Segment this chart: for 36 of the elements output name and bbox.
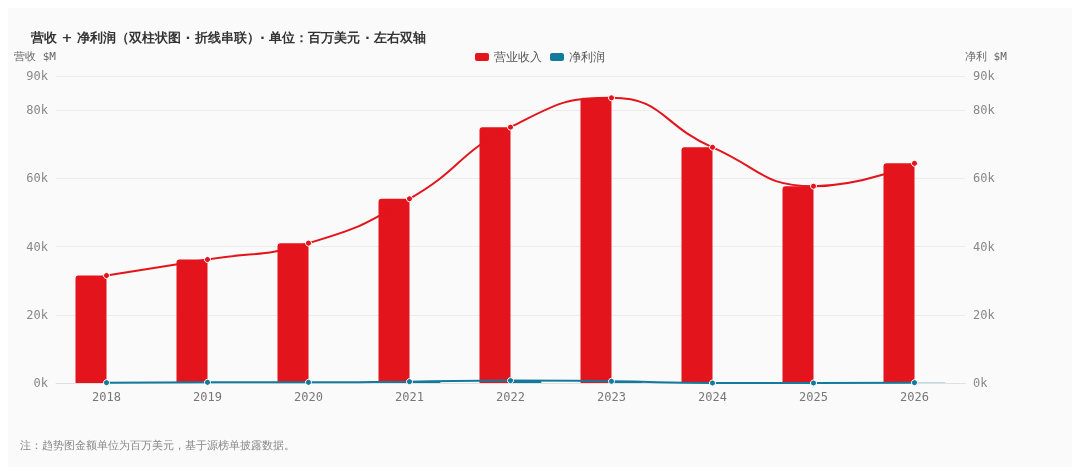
legend-label: 净利润 [569,50,605,64]
x-tick-label: 2023 [597,390,626,404]
y-axis-title: 营收 $M [14,50,57,63]
point [810,182,817,190]
y-tick-label: 60k [26,171,49,186]
y-tick-label: 80k [26,103,49,118]
x-tick-label: 2018 [92,390,121,404]
point [406,195,413,203]
point [507,123,514,131]
x-tick-label: 2020 [294,390,323,404]
legend-label: 营业收入 [494,50,542,64]
x-tick-label: 2024 [698,390,727,404]
y2-tick-label: 90k [973,69,996,83]
y-tick-label: 90k [26,69,49,83]
y2-tick-label: 20k [973,307,996,322]
point [911,159,918,167]
point [709,143,716,151]
text: 注：趋势图金额单位为百万美元，基于源榜单披露数据。 [20,439,295,452]
x-tick-label: 2022 [496,390,525,404]
y2-tick-label: 80k [973,103,996,118]
point [305,239,312,247]
y2-tick-label: 40k [973,239,996,254]
x-tick-label: 2019 [193,390,222,404]
point [608,94,615,102]
x-tick-label: 2021 [395,390,424,404]
y-tick-label: 20k [26,307,49,322]
y-tick-label: 0k [33,376,49,390]
y-tick-label: 40k [26,239,49,254]
y2-axis-title: 净利 $M [965,50,1008,63]
x-tick-label: 2025 [799,390,828,404]
y2-tick-label: 0k [973,376,989,390]
y2-tick-label: 60k [973,171,996,186]
point [204,256,211,264]
chart-title: 营收 + 净利润（双柱状图 · 折线串联）· 单位：百万美元 · 左右双轴 [30,30,427,45]
point [103,272,110,280]
x-tick-label: 2026 [900,390,929,404]
